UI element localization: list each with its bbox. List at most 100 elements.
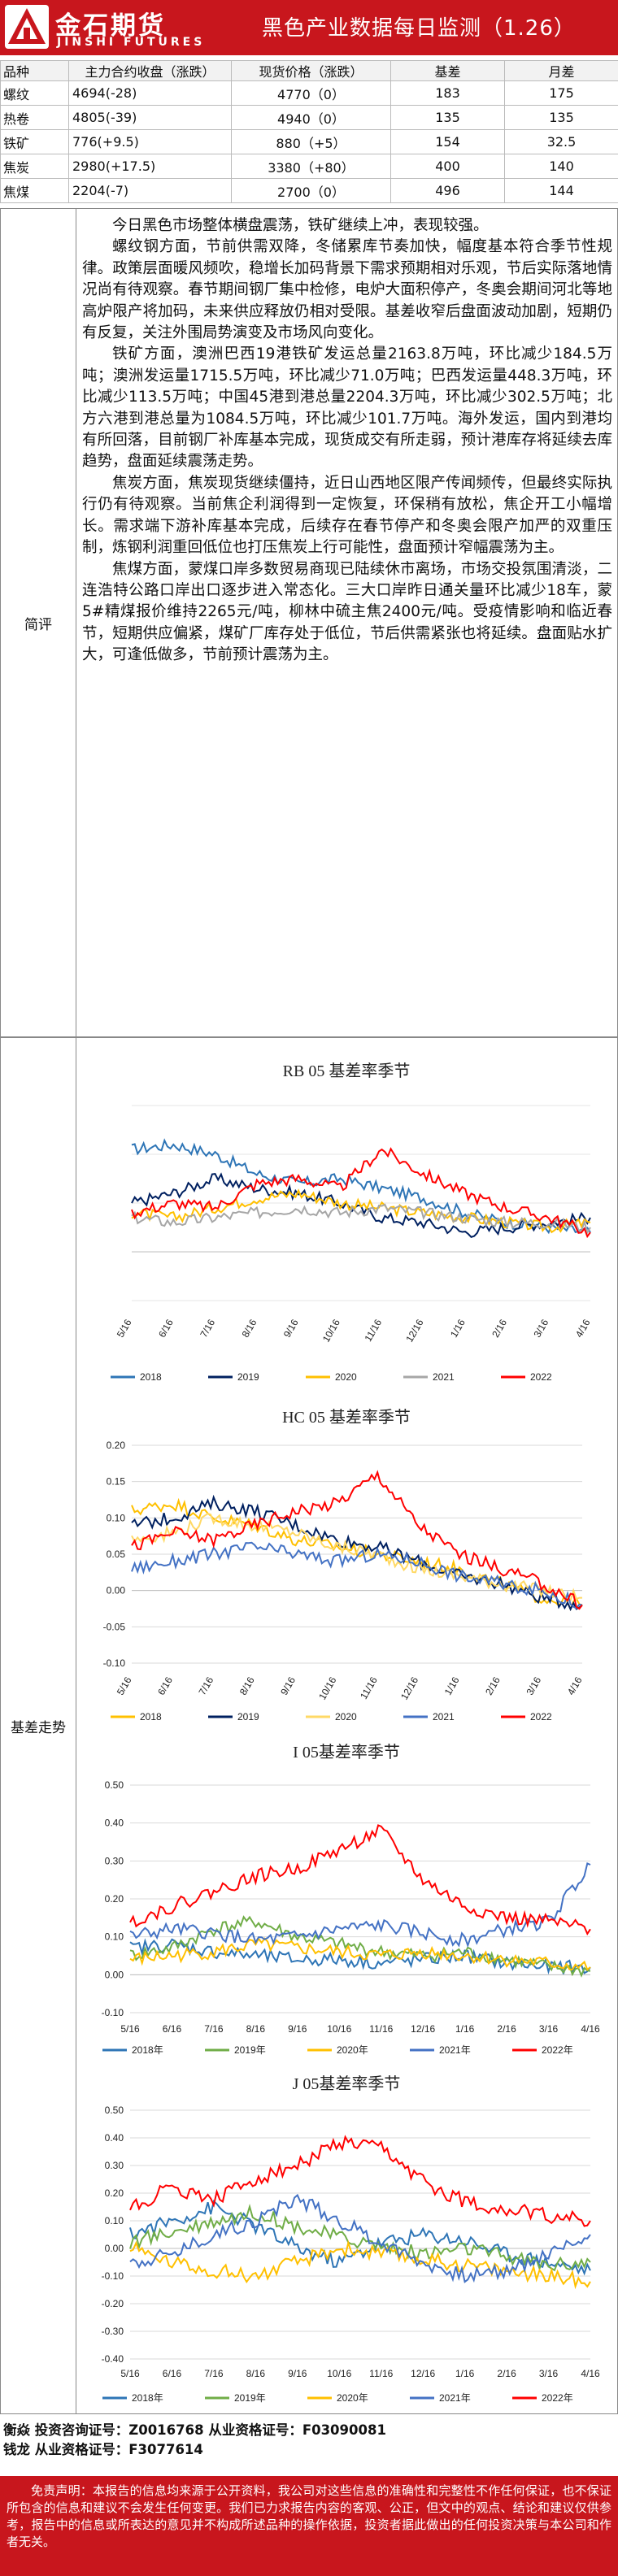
commentary-paragraph: 焦煤方面，蒙煤口岸多数贸易商现已陆续休市离场，市场交投氛围清淡，二连浩特公路口岸… <box>82 560 612 664</box>
table-row: 铁矿 776(+9.5) 880（+5） 154 32.5 <box>0 129 618 154</box>
legend-label: 2022年 <box>542 2044 573 2056</box>
x-tick-label: 5/16 <box>120 2368 140 2379</box>
x-tick-label: 9/16 <box>288 2023 307 2035</box>
x-tick-label: 3/16 <box>539 2023 559 2035</box>
futures-close-cell: 4694(-28) <box>68 80 232 106</box>
y-tick-label: -0.05 <box>103 1621 126 1632</box>
x-tick-label: 7/16 <box>204 2368 224 2379</box>
hc-basis-chart-svg: HC 05 基差率季节 0.20 0.15 0.10 0.05 0.00 -0.05 -0.1… <box>103 1408 585 1722</box>
legend-label: 2018年 <box>132 2392 163 2404</box>
table-row: 螺纹 4694(-28) 4770（0） 183 175 <box>0 80 618 106</box>
disclaimer-text: 免责声明：本报告的信息均来源于公开资料，我公司对这些信息的准确性和完整性不作任何… <box>7 2483 611 2549</box>
rb-basis-chart-svg: RB 05 基差率季节 5/16 6/16 7/16 8/16 9/16 10/16 11/1… <box>111 1062 593 1383</box>
legend-label: 2021年 <box>439 2044 471 2056</box>
legend-label: 2022 <box>530 1371 552 1383</box>
x-tick-label: 1/16 <box>455 2023 475 2035</box>
legend-label: 2020年 <box>337 2044 368 2056</box>
x-tick-label: 6/16 <box>163 2023 182 2035</box>
series-line <box>131 1470 583 1610</box>
series-line <box>131 1147 591 1239</box>
x-tick-label: 5/16 <box>115 1317 134 1340</box>
commodity-cell: 焦炭 <box>0 154 69 179</box>
chart-title: HC 05 基差率季节 <box>282 1408 411 1427</box>
x-tick-label: 8/16 <box>246 2368 266 2379</box>
y-tick-label: -0.10 <box>103 1657 126 1669</box>
x-tick-label: 11/16 <box>358 1675 380 1701</box>
column-header: 现货价格（涨跌） <box>231 60 391 81</box>
x-tick-label: 4/16 <box>565 1675 585 1697</box>
legend-label: 2018 <box>140 1371 162 1383</box>
chart-title: I 05基差率季节 <box>293 1743 400 1761</box>
legend-label: 2018 <box>140 1711 162 1722</box>
y-tick-label: 0.30 <box>105 2160 124 2171</box>
x-tick-label: 9/16 <box>288 2368 307 2379</box>
series-line <box>129 2200 591 2276</box>
y-tick-label: 0.50 <box>105 2105 124 2116</box>
x-tick-label: 2/16 <box>497 2023 516 2035</box>
x-tick-label: 3/16 <box>532 1317 551 1340</box>
spread-cell: 175 <box>504 80 618 106</box>
legend-label: 2019年 <box>234 2392 266 2404</box>
spread-cell: 135 <box>504 105 618 130</box>
x-tick-label: 1/16 <box>448 1317 468 1340</box>
x-tick-label: 1/16 <box>455 2368 475 2379</box>
table-row: 热卷 4805(-39) 4940（0） 135 135 <box>0 105 618 130</box>
spot-price-cell: 880（+5） <box>231 129 391 154</box>
legend-label: 2019 <box>237 1711 259 1722</box>
x-tick-label: 2/16 <box>483 1675 503 1697</box>
y-tick-label: 0.15 <box>107 1476 126 1488</box>
spread-cell: 32.5 <box>504 129 618 154</box>
commentary-paragraph: 焦炭方面，焦炭现货继续僵持，近日山西地区限产传闻频传，但最终实际执行仍有待观察。… <box>82 474 612 557</box>
legend-label: 2022 <box>530 1711 552 1722</box>
column-header: 品种 <box>0 60 69 81</box>
y-tick-label: 0.20 <box>105 2187 124 2199</box>
analyst-line: 衡焱 投资咨询证号：Z0016768 从业资格证号：F03090081 <box>3 2422 386 2438</box>
y-tick-label: -0.10 <box>102 2007 124 2018</box>
y-tick-label: 0.00 <box>105 1969 124 1980</box>
series-line <box>131 1541 583 1609</box>
series-line <box>129 2203 591 2272</box>
x-tick-label: 1/16 <box>442 1675 462 1697</box>
series-line <box>129 1862 591 1948</box>
series-line <box>129 1824 591 1936</box>
legend-label: 2021 <box>433 1711 455 1722</box>
y-tick-label: 0.10 <box>105 2215 124 2226</box>
commentary-paragraph: 今日黑色市场整体横盘震荡，铁矿继续上冲，表现较强。 <box>112 217 489 234</box>
series-line <box>131 1512 582 1601</box>
y-tick-label: 0.40 <box>105 2132 124 2144</box>
column-header: 基差 <box>390 60 505 81</box>
commentary-paragraph: 铁矿方面，澳洲巴西19港铁矿发运总量2163.8万吨，环比减少184.5万吨；澳… <box>82 345 612 471</box>
y-tick-label: 0.10 <box>105 1931 124 1943</box>
x-tick-label: 11/16 <box>363 1317 385 1344</box>
x-tick-label: 4/16 <box>581 2368 600 2379</box>
table-row: 焦煤 2204(-7) 2700（0） 496 144 <box>0 178 618 203</box>
legend-label: 2022年 <box>542 2392 573 2404</box>
series-line <box>129 2193 591 2283</box>
x-tick-label: 10/16 <box>320 1317 342 1344</box>
logo-english-name: JINSHI FUTURES <box>57 36 206 49</box>
series-line <box>129 2239 591 2290</box>
basis-cell: 183 <box>390 80 505 106</box>
j-basis-chart-svg: J 05基差率季节 0.50 0.40 0.30 0.20 0.10 0.00 -0.10 -0… <box>102 2074 600 2404</box>
legend-label: 2020 <box>335 1371 357 1383</box>
y-tick-label: 0.20 <box>107 1440 126 1451</box>
x-tick-label: 10/16 <box>316 1675 338 1701</box>
logo-chinese-name: 金石期货 <box>55 11 166 41</box>
x-tick-label: 12/16 <box>411 2023 435 2035</box>
column-header: 月差 <box>504 60 618 81</box>
x-tick-label: 8/16 <box>237 1675 257 1697</box>
x-tick-label: 3/16 <box>539 2368 559 2379</box>
x-tick-label: 3/16 <box>524 1675 543 1697</box>
legend-label: 2020年 <box>337 2392 368 2404</box>
column-header: 主力合约收盘（涨跌） <box>68 60 232 81</box>
y-tick-label: 0.00 <box>105 2243 124 2254</box>
series-line <box>129 1937 591 1971</box>
basis-section-label: 基差走势 <box>1 1038 76 2413</box>
spot-price-cell: 3380（+80） <box>231 154 391 179</box>
x-tick-label: 10/16 <box>327 2023 351 2035</box>
y-tick-label: 0.20 <box>105 1893 124 1905</box>
y-tick-label: 0.50 <box>105 1779 124 1791</box>
y-tick-label: 0.10 <box>107 1512 126 1523</box>
company-logo: 金石期货 JINSHI FUTURES <box>5 3 218 52</box>
series-line <box>131 1203 591 1235</box>
